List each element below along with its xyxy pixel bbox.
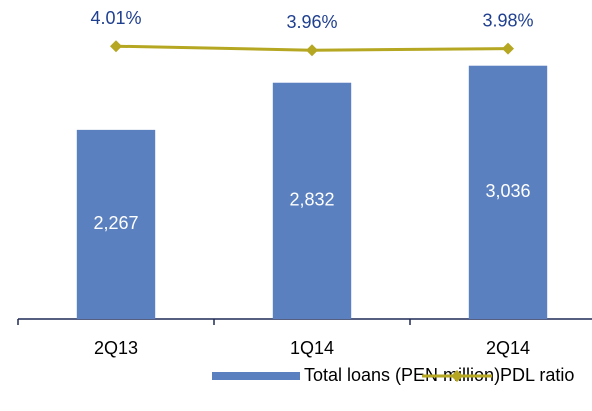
- line-value-label: 3.96%: [286, 12, 337, 32]
- x-tick-label: 1Q14: [290, 338, 334, 358]
- legend-label: Total loans (PEN million): [304, 365, 500, 385]
- bar-value-label: 2,832: [289, 190, 334, 210]
- x-tick-label: 2Q14: [486, 338, 530, 358]
- line-value-label: 4.01%: [90, 8, 141, 28]
- marker: [110, 40, 122, 53]
- legend-swatch: [451, 370, 463, 382]
- bar-value-label: 2,267: [93, 213, 138, 233]
- bar-value-label: 3,036: [485, 181, 530, 201]
- marker: [306, 44, 318, 57]
- bar: [468, 65, 548, 320]
- marker: [502, 42, 514, 55]
- bar: [272, 82, 352, 319]
- x-tick-label: 2Q13: [94, 338, 138, 358]
- legend-swatch: [212, 372, 300, 380]
- bar: [76, 129, 156, 319]
- legend-label: PDL ratio: [500, 365, 574, 385]
- line-value-label: 3.98%: [482, 10, 533, 30]
